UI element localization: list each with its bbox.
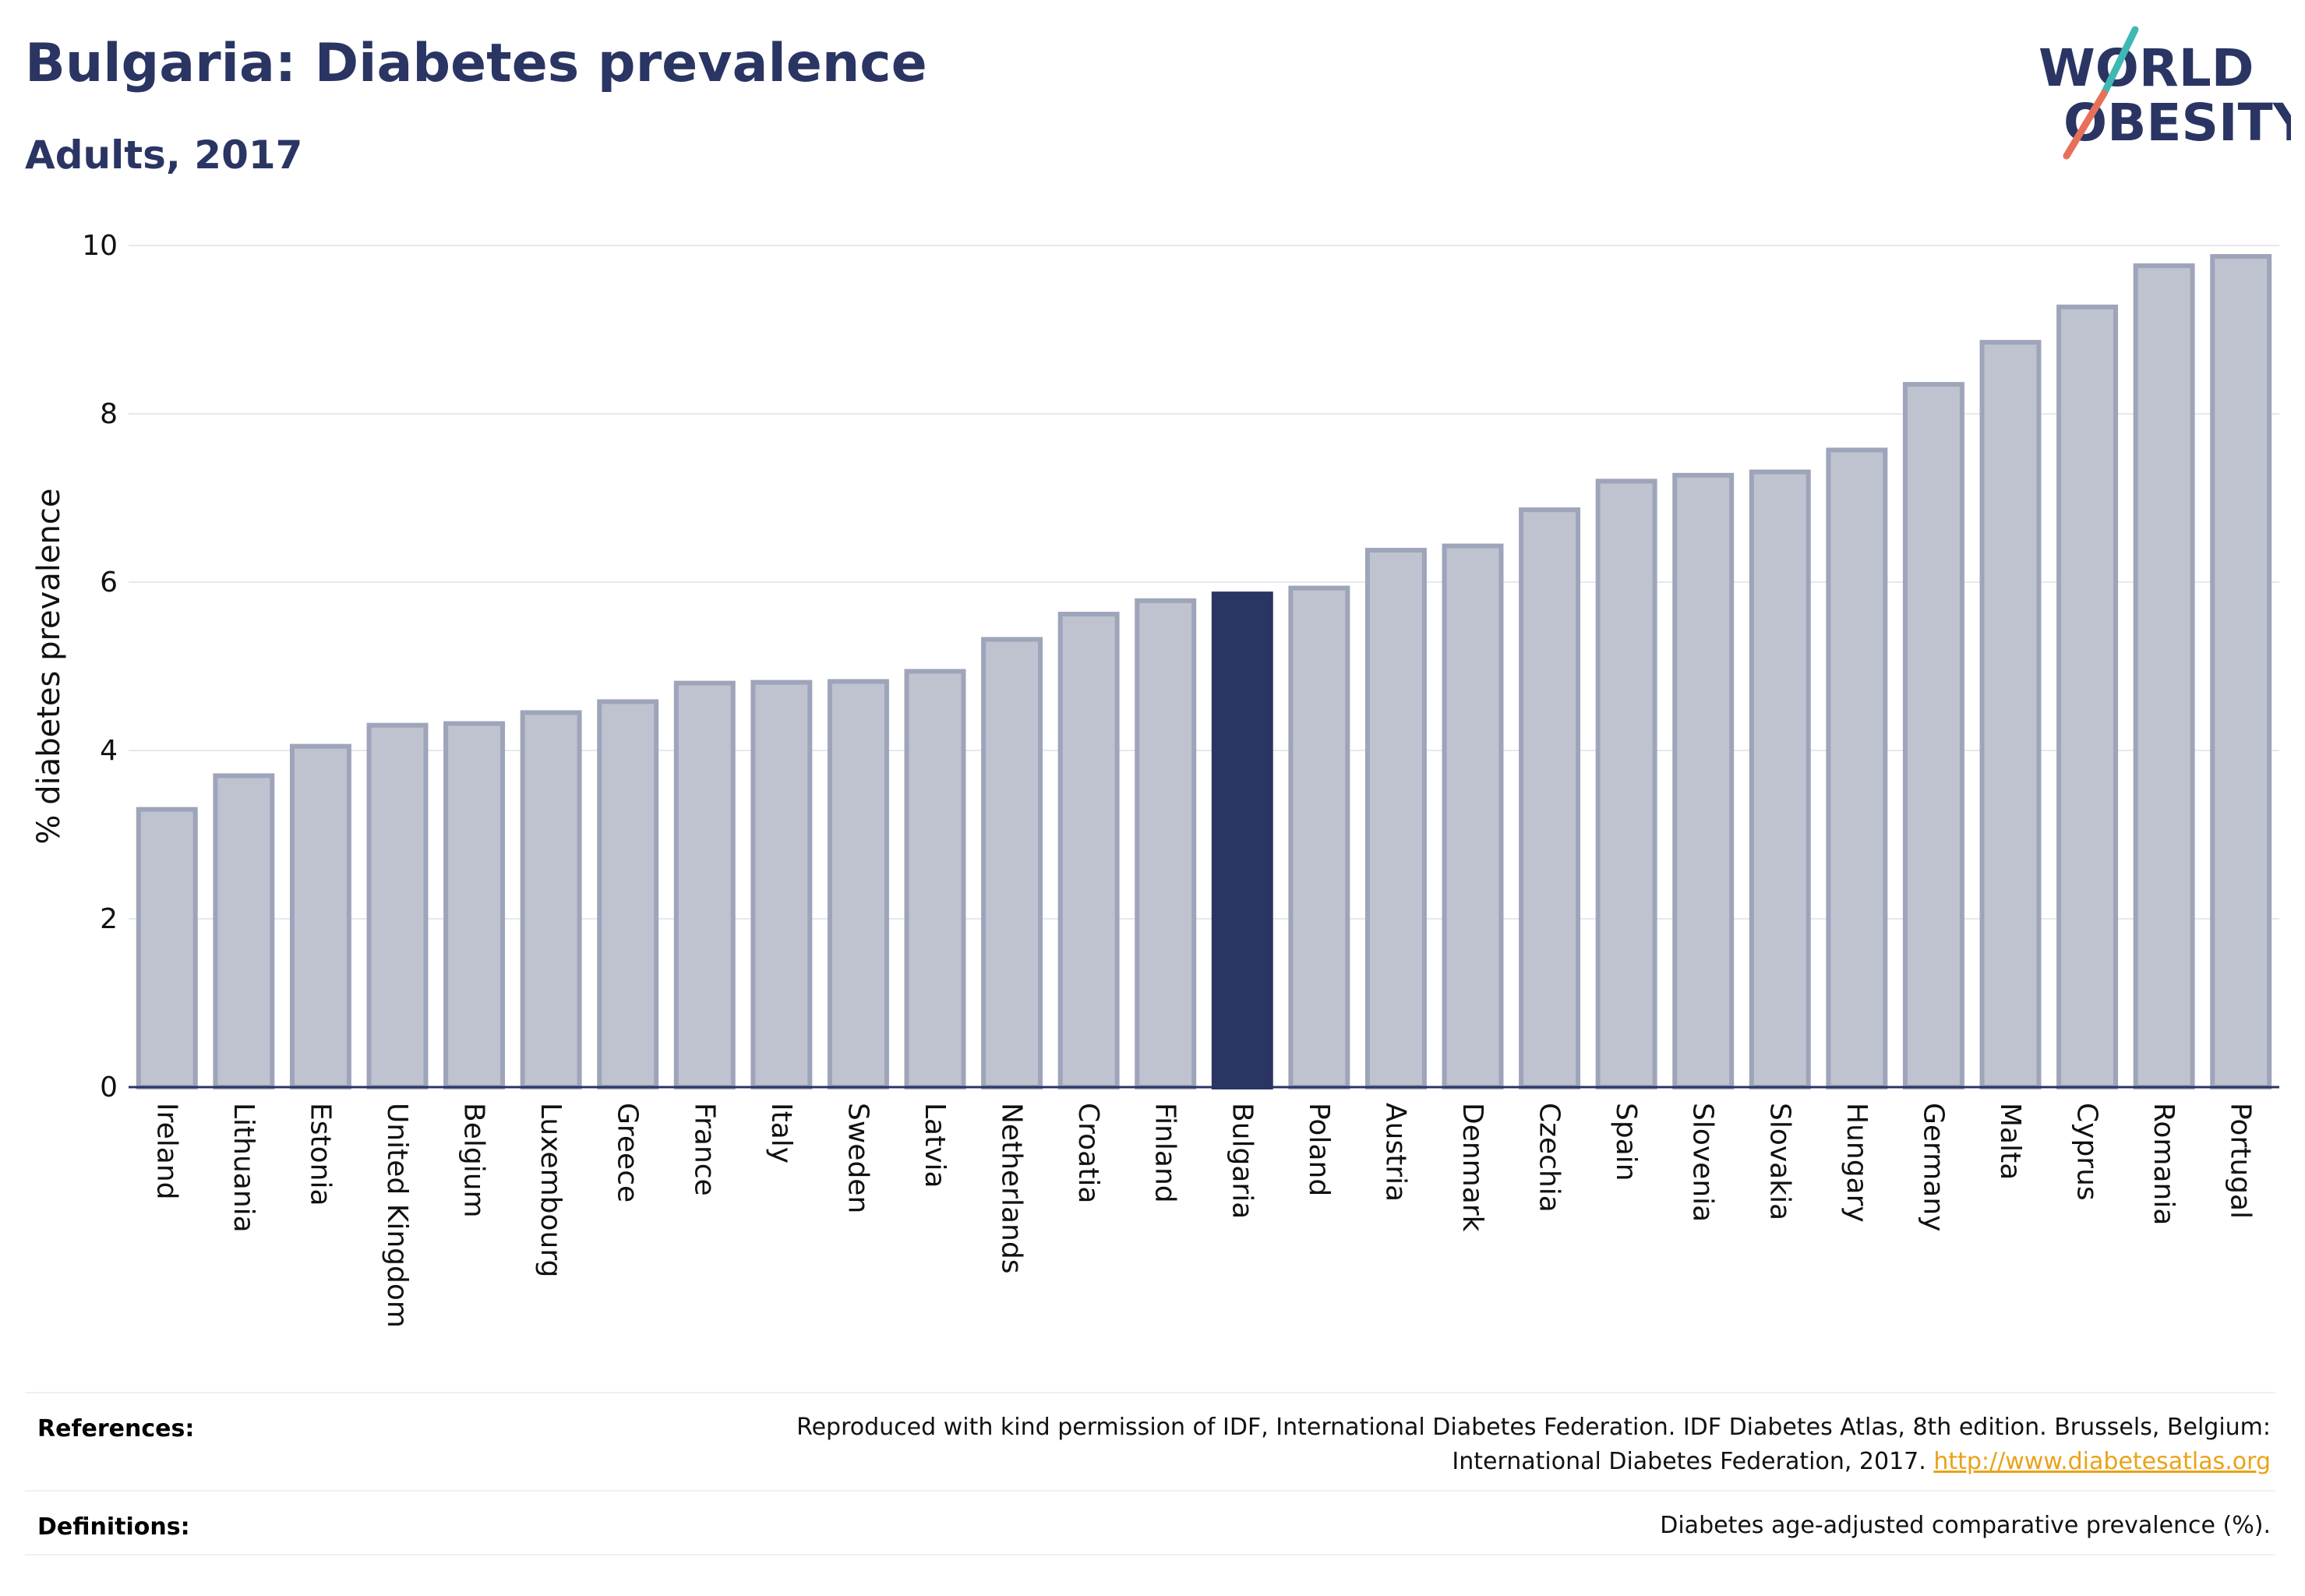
bar-slovenia [1672, 472, 1735, 1089]
bar-hungary [1826, 447, 1888, 1089]
definitions-label: Definitions: [37, 1513, 190, 1541]
x-tick-label: Hungary [1841, 1103, 1873, 1223]
bar-layer [136, 254, 2272, 1090]
chart-title: Bulgaria: Diabetes prevalence [25, 33, 927, 94]
x-tick-label: United Kingdom [381, 1103, 413, 1328]
definitions-text: Diabetes age-adjusted comparative preval… [1660, 1512, 2271, 1539]
bar-spain [1595, 478, 1657, 1089]
logo-slash-bottom [2063, 90, 2108, 160]
y-tick-label: 8 [100, 398, 118, 430]
references-label: References: [37, 1415, 195, 1442]
y-axis-label: % diabetes prevalence [31, 488, 67, 844]
y-tick-label: 4 [100, 735, 118, 767]
bar-netherlands [981, 637, 1043, 1089]
x-tick-label: Germany [1917, 1103, 1949, 1231]
y-tick-label: 10 [82, 230, 118, 262]
bar-ireland [136, 807, 198, 1089]
bar-denmark [1442, 543, 1504, 1089]
bar-cyprus [2056, 304, 2119, 1089]
bar-finland [1135, 598, 1197, 1089]
bar-malta [1979, 340, 2042, 1089]
chart-subtitle: Adults, 2017 [25, 132, 303, 178]
references-text-line-1: Reproduced with kind permission of IDF, … [796, 1414, 2271, 1441]
bar-lithuania [213, 773, 275, 1090]
x-tick-label: Czechia [1534, 1103, 1565, 1213]
x-tick-label: Italy [765, 1103, 797, 1163]
x-tick-label: Finland [1149, 1103, 1181, 1203]
y-tick-label: 0 [100, 1072, 118, 1103]
bar-estonia [289, 743, 351, 1089]
x-tick-label: Poland [1303, 1103, 1335, 1196]
x-tick-label: Denmark [1456, 1103, 1488, 1232]
x-tick-label: Spain [1610, 1103, 1642, 1181]
bar-belgium [443, 721, 506, 1089]
references-text: Reproduced with kind permission of IDF, … [796, 1411, 2271, 1479]
x-tick-label: Portugal [2225, 1103, 2257, 1219]
bar-croatia [1057, 612, 1120, 1089]
bar-austria [1364, 547, 1427, 1089]
bar-bulgaria [1211, 591, 1273, 1089]
references-link[interactable]: http://www.diabetesatlas.org [1933, 1448, 2271, 1475]
x-tick-label: Ireland [150, 1103, 182, 1200]
references-text-line-2-text: International Diabetes Federation, 2017. [1452, 1448, 1926, 1475]
bar-luxembourg [520, 710, 582, 1090]
y-tick-layer: 0 2 4 6 8 10 [82, 230, 118, 1103]
bar-czechia [1519, 507, 1581, 1089]
world-obesity-logo: WORLD OBESITY [2038, 26, 2291, 160]
footer-divider-middle [25, 1490, 2275, 1492]
bar-poland [1288, 585, 1350, 1089]
x-tick-label: Cyprus [2071, 1103, 2103, 1201]
x-tick-label: Lithuania [228, 1103, 259, 1233]
x-tick-label: France [688, 1103, 720, 1196]
bar-romania [2133, 263, 2195, 1089]
logo-line-1: WORLD [2038, 38, 2254, 98]
bar-greece [597, 699, 659, 1089]
bar-chart: 0 2 4 6 8 10 Ireland Lithuania Estonia United Ki… [31, 230, 2279, 1328]
x-tick-label: Malta [1994, 1103, 2026, 1180]
x-tick-label: Romania [2148, 1103, 2180, 1225]
x-tick-label: Bulgaria [1226, 1103, 1258, 1219]
x-tick-label: Croatia [1072, 1103, 1104, 1203]
x-tick-label: Latvia [919, 1103, 951, 1188]
x-tick-label: Belgium [458, 1103, 490, 1218]
x-tick-label: Estonia [304, 1103, 336, 1206]
x-tick-label: Austria [1379, 1103, 1411, 1202]
x-tick-label: Netherlands [996, 1103, 1028, 1273]
footer-divider-bottom [25, 1554, 2275, 1555]
y-tick-label: 6 [100, 567, 118, 598]
x-tick-label: Greece [612, 1103, 644, 1202]
bar-united-kingdom [366, 722, 429, 1089]
references-text-line-2: International Diabetes Federation, 2017.… [796, 1445, 2271, 1479]
x-tick-layer: Ireland Lithuania Estonia United Kingdom Bel… [150, 1103, 2256, 1328]
bar-latvia [904, 669, 966, 1089]
logo-slash-top [2100, 26, 2139, 97]
bar-sweden [827, 679, 889, 1089]
footer-divider-top [25, 1392, 2275, 1393]
bar-slovakia [1749, 469, 1811, 1089]
bar-france [673, 680, 736, 1089]
x-tick-label: Luxembourg [535, 1103, 567, 1277]
bar-germany [1902, 382, 1964, 1089]
bar-portugal [2210, 254, 2272, 1089]
bar-italy [750, 680, 813, 1089]
x-tick-label: Sweden [842, 1103, 874, 1213]
x-tick-label: Slovenia [1687, 1103, 1719, 1222]
y-tick-label: 2 [100, 903, 118, 935]
x-tick-label: Slovakia [1763, 1103, 1795, 1220]
